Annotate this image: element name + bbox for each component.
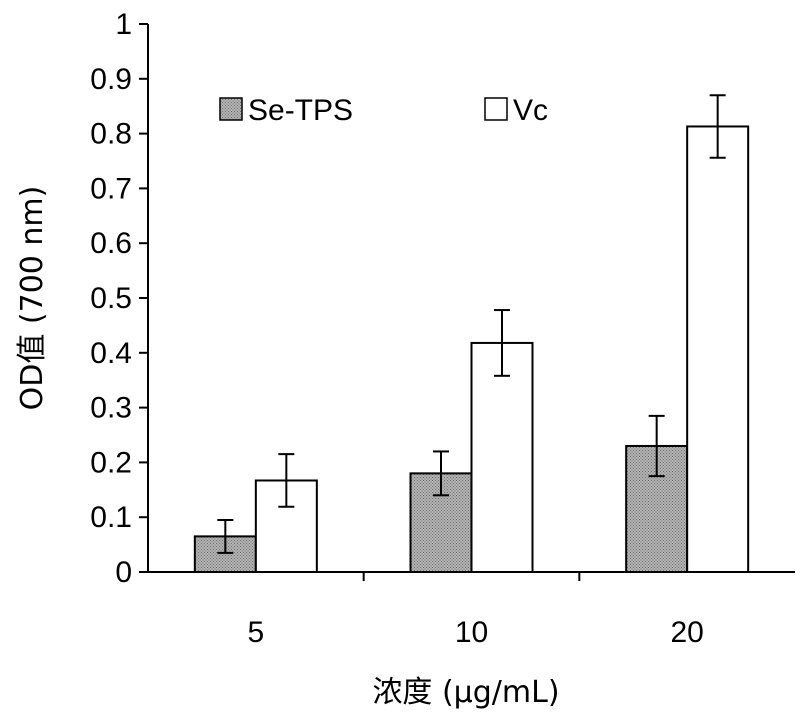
y-tick-label: 0	[115, 556, 132, 589]
legend-label-se-tps: Se-TPS	[248, 94, 353, 127]
y-tick-label: 0.8	[90, 118, 132, 151]
bar-vc	[686, 125, 750, 573]
y-tick-label: 0.7	[90, 172, 132, 205]
y-tick-label: 0.6	[90, 227, 132, 260]
legend-label-vc: Vc	[513, 94, 548, 127]
y-tick-label: 0.3	[90, 392, 132, 425]
plot-area: 0 0.1 0.2 0.3 0.4 0.5 0.6 0.7 0.8 0.9 1 5 10 20	[90, 8, 795, 649]
y-tick-label: 0.1	[90, 501, 132, 534]
x-tick-label: 5	[247, 616, 264, 649]
legend: Se-TPS Vc	[219, 94, 548, 127]
legend-swatch-vc	[484, 97, 508, 121]
legend-swatch-se-tps	[219, 97, 243, 121]
y-tick-label: 0.9	[90, 63, 132, 96]
y-tick-label: 0.2	[90, 446, 132, 479]
x-tick-label: 20	[670, 616, 703, 649]
y-tick-label: 1	[115, 8, 132, 41]
y-tick-label: 0.5	[90, 282, 132, 315]
x-tick-label: 10	[455, 616, 488, 649]
bar-vc	[470, 341, 534, 573]
x-axis-title: 浓度 (μg/mL)	[372, 675, 559, 710]
y-axis-title: OD值 (700 nm)	[15, 186, 50, 411]
y-tick-label: 0.4	[90, 337, 132, 370]
